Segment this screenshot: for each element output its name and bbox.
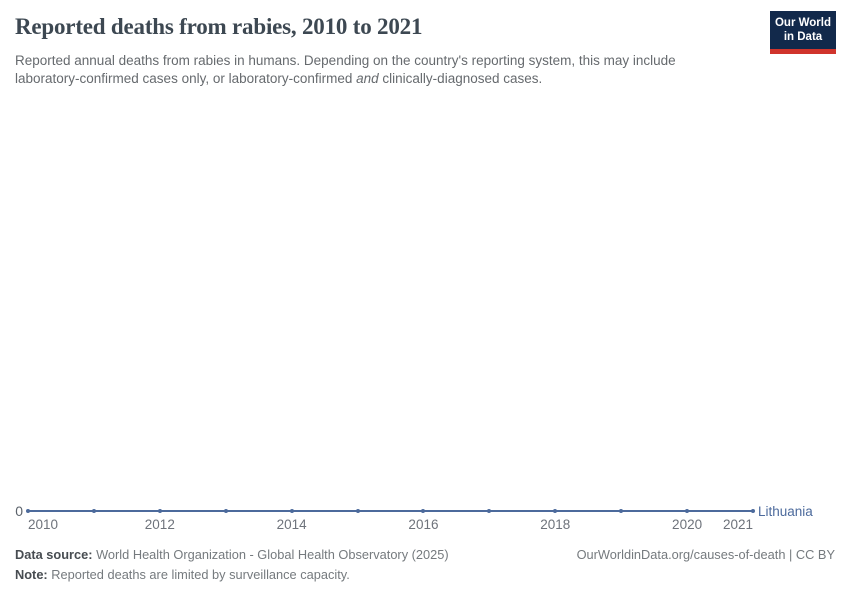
x-tick-label: 2018 — [540, 517, 571, 532]
data-point[interactable] — [421, 509, 426, 513]
y-tick-label: 0 — [15, 503, 23, 519]
footer-note-line: Note: Reported deaths are limited by sur… — [15, 567, 350, 582]
data-point[interactable] — [619, 509, 624, 513]
page-title: Reported deaths from rabies, 2010 to 202… — [15, 14, 423, 39]
note-label: Note: — [15, 567, 48, 582]
x-tick-label: 2016 — [408, 517, 439, 532]
data-point[interactable] — [223, 509, 228, 513]
owid-logo-line1: Our World — [774, 17, 831, 29]
chart-subtitle: Reported annual deaths from rabies in hu… — [15, 52, 755, 87]
subtitle-line2-italic: and — [356, 70, 379, 86]
data-point[interactable] — [487, 509, 492, 513]
data-point[interactable] — [26, 509, 30, 513]
entity-label-lithuania[interactable]: Lithuania — [758, 504, 813, 519]
data-source-label: Data source: — [15, 547, 93, 562]
data-point[interactable] — [91, 509, 96, 513]
data-point[interactable] — [751, 509, 755, 513]
subtitle-line2-post: clinically-diagnosed cases. — [378, 70, 543, 86]
owid-logo-line2: in Data — [783, 30, 823, 43]
data-point[interactable] — [289, 509, 294, 513]
x-tick-label: 2012 — [144, 517, 175, 532]
subtitle-line2-pre: laboratory-confirmed cases only, or labo… — [15, 70, 357, 86]
x-tick-label: 2014 — [276, 517, 307, 532]
owid-url-link[interactable]: OurWorldinData.org/causes-of-death | CC … — [576, 547, 835, 562]
data-source-value: World Health Organization - Global Healt… — [92, 547, 449, 562]
data-point[interactable] — [685, 509, 690, 513]
data-point[interactable] — [355, 509, 360, 513]
x-tick-label: 2020 — [672, 517, 703, 532]
owid-logo[interactable]: Our World in Data — [770, 11, 836, 54]
data-source-line: Data source: World Health Organization -… — [15, 547, 449, 562]
note-value: Reported deaths are limited by surveilla… — [47, 567, 350, 582]
footer-row-1: Data source: World Health Organization -… — [15, 547, 835, 567]
footer: Data source: World Health Organization -… — [15, 547, 835, 582]
data-point[interactable] — [157, 509, 162, 513]
x-tick-label: 2010 — [28, 517, 59, 532]
x-tick-label: 2021 — [722, 517, 753, 532]
subtitle-line1: Reported annual deaths from rabies in hu… — [15, 53, 676, 68]
line-lithuania[interactable] — [28, 510, 753, 512]
data-point[interactable] — [553, 509, 558, 513]
